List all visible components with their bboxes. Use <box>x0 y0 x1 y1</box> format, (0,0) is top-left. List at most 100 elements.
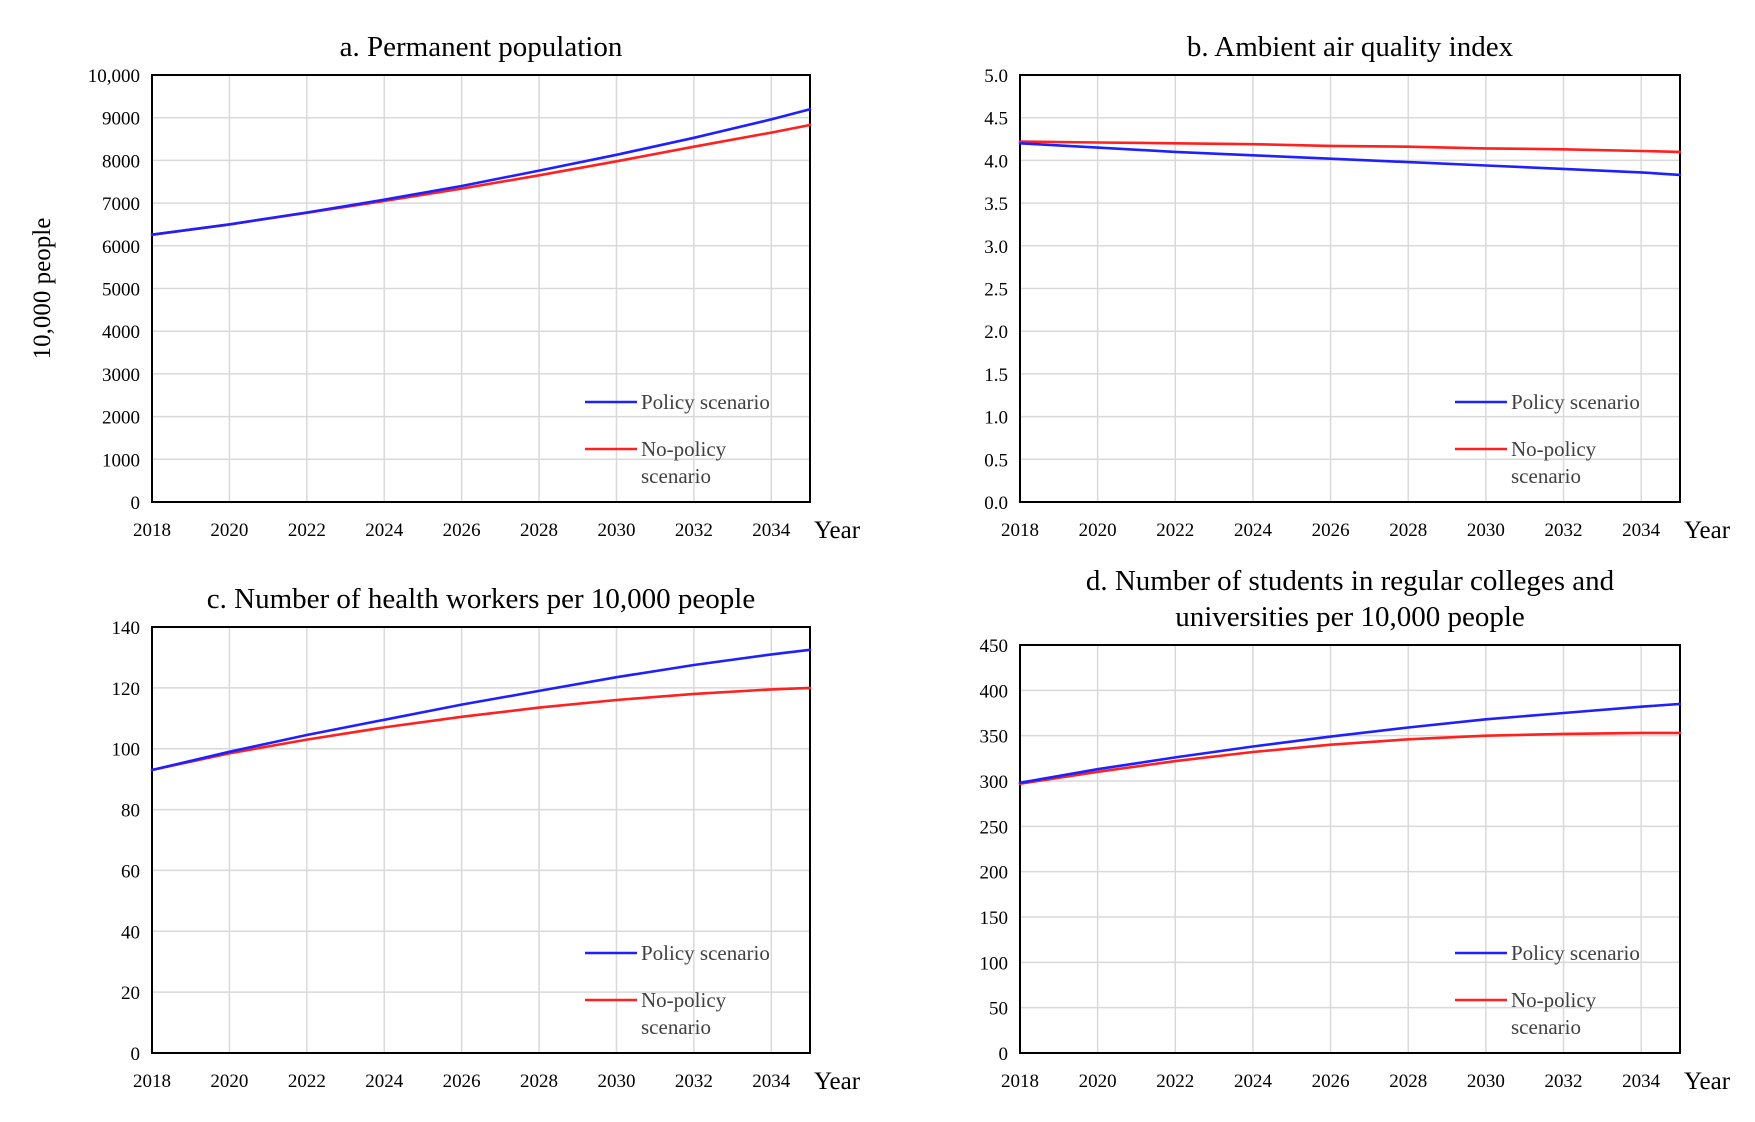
legend-label-policy: Policy scenario <box>641 390 770 414</box>
chart-title: a. Permanent population <box>340 31 623 63</box>
legend-label-no-policy: scenario <box>641 464 711 488</box>
x-tick-label: 2032 <box>1545 1071 1583 1092</box>
legend-label-policy: Policy scenario <box>1511 941 1640 965</box>
legend-label-no-policy: scenario <box>1511 464 1581 488</box>
legend-label-policy: Policy scenario <box>641 941 770 965</box>
x-tick-label: 2022 <box>288 520 326 541</box>
x-tick-label: 2018 <box>1001 1071 1039 1092</box>
y-tick-label: 1.0 <box>984 408 1008 429</box>
y-tick-label: 5.0 <box>984 66 1008 87</box>
y-tick-label: 300 <box>980 772 1009 793</box>
x-axis-label: Year <box>814 517 861 544</box>
y-tick-label: 6000 <box>102 237 140 258</box>
x-tick-label: 2026 <box>443 1071 481 1092</box>
y-tick-label: 3.0 <box>984 237 1008 258</box>
x-tick-label: 2032 <box>675 1071 713 1092</box>
x-axis-label: Year <box>1684 1068 1731 1095</box>
chart-title: universities per 10,000 people <box>1175 601 1525 633</box>
x-tick-label: 2024 <box>365 520 404 541</box>
legend: Policy scenario No-policy scenario <box>585 390 770 488</box>
y-axis-label: 10,000 people <box>29 218 56 360</box>
x-tick-label: 2026 <box>443 520 481 541</box>
y-tick-label: 120 <box>112 679 141 700</box>
y-tick-label: 400 <box>980 681 1009 702</box>
y-tick-label: 2.5 <box>984 280 1008 301</box>
legend: Policy scenario No-policy scenario <box>1455 390 1640 488</box>
y-tick-label: 5000 <box>102 280 140 301</box>
legend: Policy scenario No-policy scenario <box>1455 941 1640 1039</box>
x-tick-label: 2032 <box>1545 520 1583 541</box>
x-tick-label: 2024 <box>1234 1071 1273 1092</box>
legend-label-no-policy: scenario <box>1511 1015 1581 1039</box>
chart-title: d. Number of students in regular college… <box>1086 565 1615 597</box>
x-tick-label: 2022 <box>288 1071 326 1092</box>
x-tick-label: 2030 <box>597 1071 635 1092</box>
x-tick-label: 2020 <box>1079 1071 1117 1092</box>
legend-label-no-policy: No-policy <box>1511 437 1597 461</box>
y-tick-label: 4.5 <box>984 109 1008 130</box>
y-tick-label: 50 <box>989 999 1008 1020</box>
y-tick-label: 1.5 <box>984 365 1008 386</box>
y-tick-label: 100 <box>112 740 141 761</box>
y-tick-label: 150 <box>980 908 1009 929</box>
x-tick-label: 2028 <box>1389 1071 1427 1092</box>
x-tick-label: 2022 <box>1156 1071 1194 1092</box>
plot-frame <box>1019 74 1681 503</box>
y-tick-label: 9000 <box>102 109 140 130</box>
y-tick-label: 40 <box>121 922 140 943</box>
x-tick-label: 2018 <box>133 1071 171 1092</box>
y-tick-label: 20 <box>121 983 140 1004</box>
y-tick-label: 0.0 <box>984 493 1008 514</box>
x-axis-label: Year <box>814 1068 861 1095</box>
y-tick-label: 3000 <box>102 365 140 386</box>
x-tick-label: 2034 <box>1622 1071 1661 1092</box>
x-tick-label: 2024 <box>1234 520 1273 541</box>
plot-frame <box>151 74 811 503</box>
y-tick-label: 2000 <box>102 408 140 429</box>
y-tick-label: 60 <box>121 861 140 882</box>
y-tick-label: 450 <box>980 636 1009 657</box>
x-axis-label: Year <box>1684 517 1731 544</box>
y-tick-label: 250 <box>980 817 1009 838</box>
chart-air-quality-index: b. Ambient air quality index 0.0 0.5 1.0 1.5… <box>984 31 1730 544</box>
x-tick-label: 2028 <box>1389 520 1427 541</box>
series-line-no-policy <box>1018 731 1682 786</box>
y-tick-label: 4000 <box>102 322 140 343</box>
series-line-no-policy <box>1018 140 1682 154</box>
y-tick-label: 1000 <box>102 450 140 471</box>
series-line-no-policy <box>150 686 812 772</box>
x-tick-label: 2034 <box>1622 520 1661 541</box>
plot-frame <box>151 626 811 1054</box>
y-tick-label: 100 <box>980 953 1009 974</box>
y-tick-label: 200 <box>980 863 1009 884</box>
x-tick-label: 2020 <box>1079 520 1117 541</box>
series-line-policy <box>1018 702 1682 785</box>
x-tick-label: 2030 <box>1467 1071 1505 1092</box>
series-line-policy <box>1018 142 1682 177</box>
legend-label-no-policy: scenario <box>641 1015 711 1039</box>
x-tick-label: 2028 <box>520 1071 558 1092</box>
series-line-no-policy <box>150 123 812 236</box>
y-tick-label: 10,000 <box>88 66 140 87</box>
x-tick-label: 2020 <box>210 520 248 541</box>
y-tick-label: 7000 <box>102 194 140 215</box>
x-tick-label: 2034 <box>752 1071 791 1092</box>
y-tick-label: 4.0 <box>984 151 1008 172</box>
x-tick-label: 2030 <box>597 520 635 541</box>
chart-title: b. Ambient air quality index <box>1187 31 1514 63</box>
y-tick-label: 0.5 <box>984 450 1008 471</box>
chart-college-students: d. Number of students in regular college… <box>980 565 1731 1095</box>
y-tick-label: 2.0 <box>984 322 1008 343</box>
chart-permanent-population: a. Permanent population 0 1000 2000 3000 4000… <box>29 31 861 544</box>
legend: Policy scenario No-policy scenario <box>585 941 770 1039</box>
x-tick-label: 2020 <box>210 1071 248 1092</box>
x-tick-label: 2026 <box>1312 520 1350 541</box>
y-tick-label: 8000 <box>102 151 140 172</box>
x-tick-label: 2018 <box>133 520 171 541</box>
chart-title: c. Number of health workers per 10,000 p… <box>207 583 755 615</box>
x-tick-label: 2034 <box>752 520 791 541</box>
x-tick-label: 2018 <box>1001 520 1039 541</box>
legend-label-no-policy: No-policy <box>641 437 727 461</box>
x-tick-label: 2032 <box>675 520 713 541</box>
